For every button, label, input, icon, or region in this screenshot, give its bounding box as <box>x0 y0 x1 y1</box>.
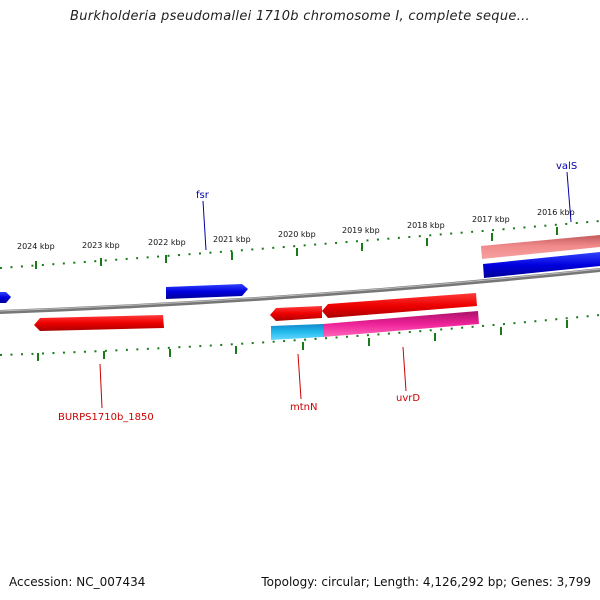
label-mtnn[interactable]: mtnN <box>290 402 317 413</box>
label-fsr[interactable]: fsr <box>196 190 210 201</box>
leader-vals <box>566 171 572 223</box>
gene-uvrd[interactable] <box>322 293 477 318</box>
scale-label-2024: 2024 kbp <box>17 242 55 251</box>
repeat-feature-uvrd[interactable] <box>323 311 479 337</box>
chromosome-backbone <box>0 268 600 314</box>
leader-mtnn <box>297 353 302 400</box>
topology-summary: Topology: circular; Length: 4,126,292 bp… <box>261 575 591 589</box>
outer-tick-ruler <box>0 220 600 269</box>
gene-fsr[interactable] <box>166 284 248 299</box>
label-burps1710b-1850[interactable]: BURPS1710b_1850 <box>58 412 154 423</box>
gene-vals[interactable] <box>483 252 600 278</box>
pseudo-feature-vals[interactable] <box>481 235 600 259</box>
scale-label-2016: 2016 kbp <box>537 208 575 217</box>
label-vals[interactable]: valS <box>556 161 577 172</box>
gene-burps1710b-1850[interactable] <box>34 315 164 331</box>
inner-tick-ruler <box>0 314 600 356</box>
scale-label-2017: 2017 kbp <box>472 215 510 224</box>
leader-fsr <box>202 200 207 251</box>
misc-feature-mtnn[interactable] <box>271 324 323 340</box>
inner-major-ticks <box>37 320 568 361</box>
scale-label-2018: 2018 kbp <box>407 221 445 230</box>
outer-major-ticks <box>35 227 558 269</box>
gene-arrow-left-edge[interactable] <box>0 292 11 303</box>
scale-label-2022: 2022 kbp <box>148 238 186 247</box>
leader-burps <box>99 363 103 409</box>
accession-text: Accession: NC_007434 <box>9 575 146 589</box>
scale-label-2021: 2021 kbp <box>213 235 251 244</box>
scale-label-2020: 2020 kbp <box>278 230 316 239</box>
leader-uvrd <box>402 346 407 392</box>
gene-mtnn[interactable] <box>270 306 322 321</box>
scale-label-2019: 2019 kbp <box>342 226 380 235</box>
scale-label-2023: 2023 kbp <box>82 241 120 250</box>
map-title: Burkholderia pseudomallei 1710b chromoso… <box>69 9 530 24</box>
label-uvrd[interactable]: uvrD <box>396 393 420 404</box>
